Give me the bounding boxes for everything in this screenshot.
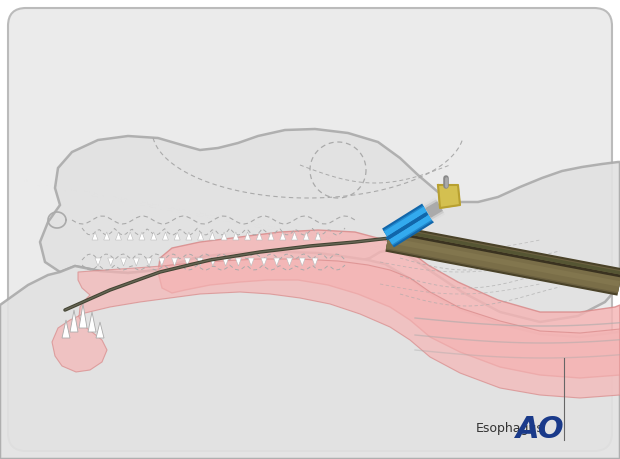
Polygon shape bbox=[273, 258, 280, 266]
Polygon shape bbox=[286, 258, 293, 266]
Polygon shape bbox=[268, 232, 274, 240]
Polygon shape bbox=[186, 232, 192, 240]
Polygon shape bbox=[221, 232, 227, 240]
Polygon shape bbox=[88, 312, 96, 332]
FancyBboxPatch shape bbox=[8, 8, 612, 451]
Polygon shape bbox=[256, 232, 262, 240]
Polygon shape bbox=[115, 232, 122, 240]
Polygon shape bbox=[299, 258, 305, 266]
Polygon shape bbox=[223, 258, 229, 266]
Polygon shape bbox=[108, 258, 113, 266]
Polygon shape bbox=[62, 320, 70, 338]
Polygon shape bbox=[197, 258, 203, 266]
Polygon shape bbox=[151, 232, 157, 240]
Polygon shape bbox=[70, 310, 78, 332]
Polygon shape bbox=[280, 232, 286, 240]
Polygon shape bbox=[198, 232, 203, 240]
Polygon shape bbox=[312, 258, 318, 266]
Polygon shape bbox=[96, 322, 104, 338]
Polygon shape bbox=[244, 232, 250, 240]
Polygon shape bbox=[0, 252, 620, 459]
Polygon shape bbox=[92, 232, 98, 240]
Polygon shape bbox=[210, 258, 216, 266]
Polygon shape bbox=[133, 258, 140, 266]
Polygon shape bbox=[236, 258, 241, 266]
Polygon shape bbox=[261, 258, 267, 266]
Polygon shape bbox=[291, 232, 298, 240]
Polygon shape bbox=[79, 304, 87, 328]
Polygon shape bbox=[315, 232, 321, 240]
Polygon shape bbox=[40, 129, 620, 322]
Polygon shape bbox=[303, 232, 309, 240]
Polygon shape bbox=[174, 232, 180, 240]
Polygon shape bbox=[438, 185, 460, 208]
Polygon shape bbox=[248, 258, 254, 266]
Polygon shape bbox=[159, 258, 165, 266]
Polygon shape bbox=[104, 232, 110, 240]
Polygon shape bbox=[139, 232, 145, 240]
Polygon shape bbox=[233, 232, 239, 240]
Polygon shape bbox=[210, 232, 215, 240]
Polygon shape bbox=[120, 258, 126, 266]
Polygon shape bbox=[162, 232, 169, 240]
Polygon shape bbox=[184, 258, 190, 266]
Polygon shape bbox=[127, 232, 133, 240]
Text: AO: AO bbox=[516, 415, 565, 444]
Polygon shape bbox=[172, 258, 177, 266]
Text: Esophagus: Esophagus bbox=[476, 422, 544, 435]
Polygon shape bbox=[52, 259, 620, 398]
Polygon shape bbox=[158, 230, 620, 378]
Polygon shape bbox=[95, 258, 101, 266]
Polygon shape bbox=[146, 258, 152, 266]
